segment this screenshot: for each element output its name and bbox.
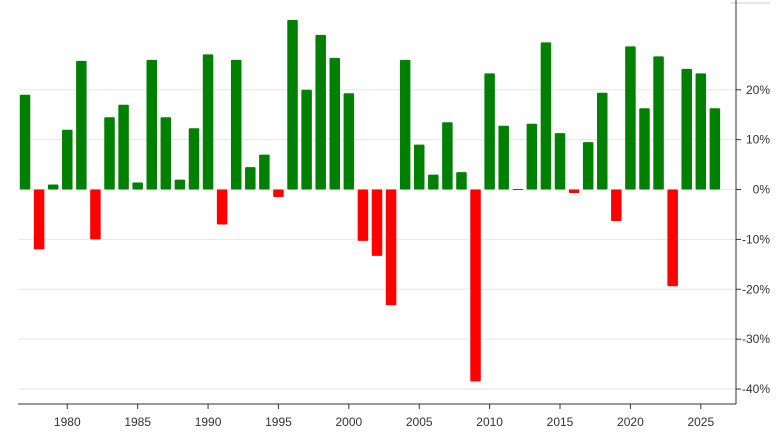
bar [132,182,143,190]
x-tick-label: 1990 [195,415,222,429]
bars [19,19,721,382]
x-tick-label: 2000 [335,415,362,429]
y-tick-label: 20% [746,83,770,97]
x-tick-label: 2015 [547,415,574,429]
y-tick-label: -20% [742,282,770,296]
bar [681,68,692,190]
bar [399,59,411,190]
bar [611,189,622,221]
bar [371,189,383,256]
bar [568,189,580,194]
bar [653,56,664,190]
bar [526,123,538,190]
y-tick-label: -40% [742,382,770,396]
bar [498,125,509,190]
bar [709,108,721,190]
bar [259,154,270,190]
bar [456,172,467,190]
x-tick-label: 1995 [265,415,292,429]
bar [47,184,59,190]
bar [273,189,284,198]
bar [484,73,495,190]
y-tick-label: -30% [742,332,770,346]
bar [554,133,566,190]
x-tick-label: 2010 [476,415,503,429]
bar [160,117,172,190]
bar [695,73,707,190]
bar [62,129,73,190]
x-tick-label: 1980 [54,415,81,429]
bar [329,57,341,190]
bar [301,89,312,190]
x-tick-label: 2025 [687,415,714,429]
x-axis-ticks: 1980 1985 1990 1995 2000 2005 2010 2015 2020 2025 [54,404,714,429]
y-tick-label: 0% [753,183,771,197]
bar [19,94,31,190]
bar [667,189,678,287]
bar [174,179,186,190]
bar [287,19,298,190]
x-tick-label: 1985 [124,415,151,429]
bar [428,174,439,190]
bar [512,189,524,191]
bar [230,59,242,190]
bar [343,93,355,190]
y-axis-ticks: 20% 10% 0% -10% -20% -30% -40% [736,83,770,396]
bar [385,189,397,306]
bar [582,142,594,190]
x-tick-label: 2020 [617,415,644,429]
bar [118,104,129,190]
bar [104,117,115,190]
bar [146,59,157,190]
bar [202,54,214,190]
y-tick-label: 10% [746,133,770,147]
x-tick-label: 2005 [406,415,433,429]
bar [625,46,636,190]
bar [315,34,326,190]
bar [33,189,45,250]
bar [188,128,200,190]
bar [357,189,369,241]
bar [470,189,481,382]
bar [639,108,650,190]
bar [442,122,453,190]
bar [597,92,608,190]
bar [216,189,228,225]
bar [413,144,425,190]
bar [540,42,552,190]
bar [76,60,87,190]
bar [245,167,256,190]
bar [90,189,101,240]
y-tick-label: -10% [742,232,770,246]
